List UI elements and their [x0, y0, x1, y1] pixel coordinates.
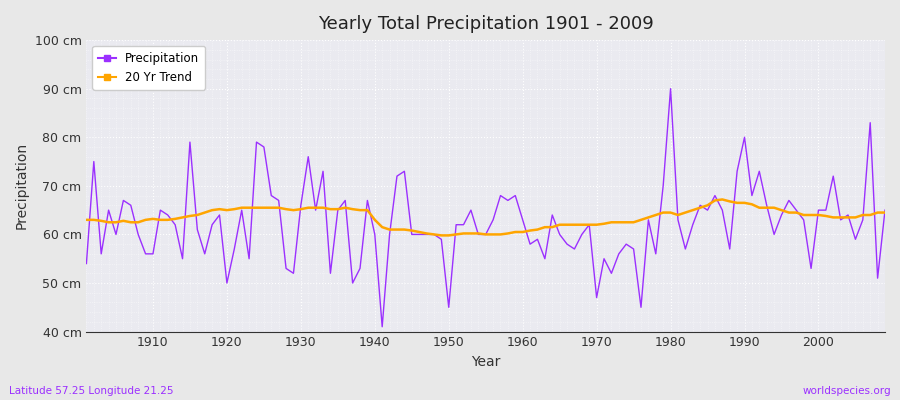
Text: Latitude 57.25 Longitude 21.25: Latitude 57.25 Longitude 21.25: [9, 386, 174, 396]
Y-axis label: Precipitation: Precipitation: [15, 142, 29, 230]
Text: worldspecies.org: worldspecies.org: [803, 386, 891, 396]
Legend: Precipitation, 20 Yr Trend: Precipitation, 20 Yr Trend: [93, 46, 205, 90]
Title: Yearly Total Precipitation 1901 - 2009: Yearly Total Precipitation 1901 - 2009: [318, 15, 653, 33]
X-axis label: Year: Year: [471, 355, 500, 369]
